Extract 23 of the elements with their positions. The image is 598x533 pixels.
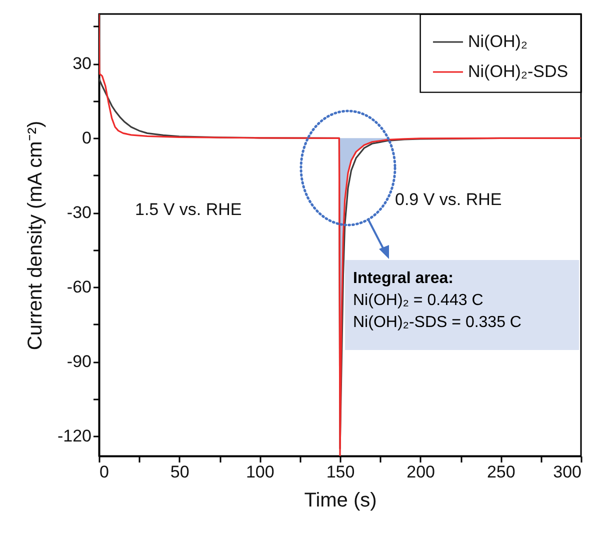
x-axis-title: Time (s)	[304, 490, 377, 512]
y-tick-label: -30	[66, 203, 92, 222]
x-tick-label: 200	[406, 462, 436, 482]
legend-label: Ni(OH)₂-SDS	[468, 62, 568, 81]
x-tick-label: 250	[486, 462, 516, 482]
y-axis-title: Current density (mA cm⁻²)	[24, 120, 46, 350]
annotation: Ni(OH)₂-SDS = 0.335 C	[353, 313, 522, 333]
x-tick-label: 50	[170, 462, 190, 482]
annotation: Integral area:	[353, 269, 454, 289]
note-box: Integral area: Ni(OH)₂ = 0.443 C Ni(OH)₂-SDS = 0.335 C	[345, 260, 579, 350]
annotation: 1.5 V vs. RHE	[135, 200, 242, 220]
y-tick-label: -120	[57, 426, 92, 446]
y-tick-label: -60	[66, 278, 92, 297]
x-tick-label: 150	[326, 462, 355, 482]
y-tick-label: -90	[66, 352, 92, 372]
legend-label: Ni(OH)₂	[468, 32, 528, 51]
annotation: 0.9 V vs. RHE	[395, 190, 502, 210]
x-tick-label: 100	[246, 462, 274, 482]
y-tick-label: 30	[72, 54, 92, 74]
annotation: Ni(OH)₂ = 0.443 C	[353, 291, 484, 311]
x-tick-label: 300	[553, 462, 582, 482]
x-tick-label: 0	[100, 462, 109, 482]
y-tick-label: 0	[82, 128, 92, 148]
